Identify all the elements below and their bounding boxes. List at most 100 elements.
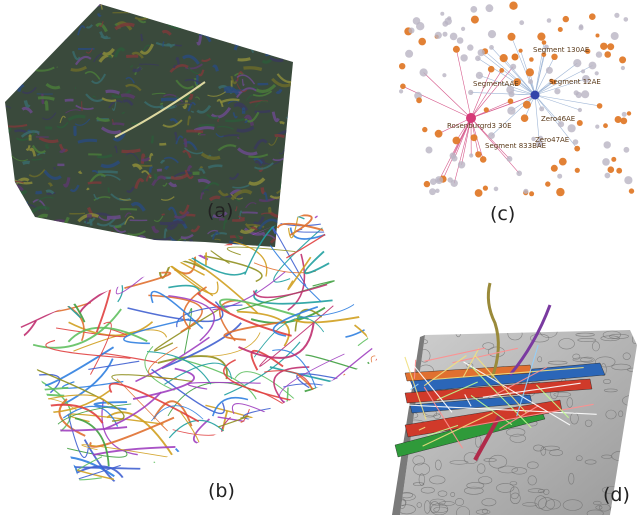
em-membrane: [429, 498, 446, 506]
em-membrane: [622, 352, 631, 360]
volume-texture-stroke: [175, 22, 184, 26]
fiber-strand: [163, 229, 209, 261]
fiber-strand: [103, 391, 162, 430]
volume-texture-stroke: [25, 145, 31, 151]
volume-texture-stroke: [98, 216, 111, 221]
network-node-orange: [475, 151, 482, 158]
em-membrane: [580, 356, 595, 363]
em-membrane: [586, 509, 604, 515]
volume-texture-stroke: [242, 211, 258, 214]
volume-texture-stroke: [208, 195, 221, 202]
node-label: Segment 833BAE: [485, 142, 546, 150]
volume-texture-stroke: [39, 29, 57, 39]
volume-texture-stroke: [269, 56, 284, 63]
panel-a-volume-rendering: [5, 2, 295, 252]
volume-texture-stroke: [85, 47, 93, 54]
network-node-grey: [535, 140, 543, 147]
fiber-strand: [123, 318, 190, 345]
fiber-strand: [41, 220, 82, 281]
volume-texture-stroke: [15, 131, 36, 141]
em-membrane: [605, 409, 617, 420]
fiber-strand: [47, 251, 82, 271]
fiber-strand: [20, 257, 81, 318]
volume-texture-stroke: [162, 4, 172, 7]
volume-texture-stroke: [197, 178, 211, 185]
fiber-strand: [304, 250, 330, 275]
node-label: Rosenburgrd3 30E: [447, 122, 512, 130]
fiber-strand: [158, 215, 186, 279]
volume-texture-stroke: [44, 144, 50, 149]
network-node-orange: [551, 53, 558, 60]
volume-texture-stroke: [22, 160, 31, 165]
fiber-strand: [361, 212, 377, 253]
volume-texture-stroke: [212, 64, 219, 72]
volume-texture-stroke: [232, 112, 238, 119]
volume-texture-stroke: [254, 160, 263, 167]
volume-texture-stroke: [87, 181, 102, 185]
network-edge: [534, 94, 562, 125]
em-membrane: [618, 410, 624, 418]
fiber-strand: [352, 412, 377, 430]
volume-texture-stroke: [287, 114, 293, 119]
network-node-grey: [581, 69, 586, 74]
fiber-strand: [60, 358, 114, 407]
volume-texture-stroke: [160, 196, 175, 201]
fiber-strand: [351, 406, 377, 443]
em-membrane: [429, 475, 446, 485]
fiber-strand: [164, 362, 233, 385]
volume-texture-stroke: [186, 165, 193, 172]
volume-texture-stroke: [279, 203, 285, 209]
volume-texture-stroke: [24, 10, 39, 22]
volume-texture-stroke: [5, 189, 18, 200]
network-node-grey: [475, 71, 483, 79]
connection-line: [427, 424, 459, 437]
fiber-strand: [223, 359, 294, 402]
volume-texture-stroke: [244, 119, 248, 123]
fiber-strand: [152, 400, 193, 427]
fiber-strand: [239, 414, 269, 467]
network-node-orange: [418, 37, 426, 46]
network-edge: [438, 117, 472, 134]
dendrite-purple: [508, 304, 552, 376]
volume-texture-stroke: [178, 204, 190, 215]
network-node-grey: [447, 177, 453, 183]
network-node-orange: [585, 48, 591, 54]
fiber-strand: [240, 421, 243, 444]
fiber-strand: [20, 210, 28, 261]
network-edge: [534, 94, 580, 111]
fiber-strand: [352, 374, 377, 428]
network-node-orange: [513, 78, 521, 86]
fiber-strand: [345, 283, 377, 338]
network-node-grey: [506, 85, 515, 94]
fiber-strand: [298, 298, 361, 318]
network-node-grey: [506, 156, 513, 162]
volume-texture-stroke: [145, 174, 152, 182]
volume-texture-stroke: [141, 156, 151, 162]
em-membrane: [538, 497, 556, 511]
volume-texture-stroke: [282, 28, 286, 37]
volume-texture-stroke: [237, 57, 251, 62]
network-node-grey: [405, 49, 414, 58]
fiber-strand: [357, 331, 377, 351]
fiber-strand: [327, 419, 367, 479]
volume-texture-stroke: [46, 191, 56, 195]
fiber-strand: [358, 261, 377, 301]
network-edge: [477, 58, 536, 96]
volume-texture-stroke: [86, 187, 90, 191]
volume-texture-stroke: [125, 83, 142, 92]
network-node-grey: [444, 17, 452, 25]
volume-texture-stroke: [217, 144, 237, 152]
volume-texture-stroke: [162, 119, 183, 128]
volume-texture-stroke: [212, 211, 228, 219]
connection-line: [407, 404, 597, 415]
volume-texture-stroke: [35, 66, 55, 72]
volume-texture-stroke: [134, 178, 145, 189]
network-node-grey: [467, 44, 474, 51]
fiber-strand: [20, 288, 85, 342]
volume-texture-stroke: [234, 206, 238, 212]
em-membrane: [509, 481, 518, 486]
volume-texture-stroke: [207, 164, 223, 169]
fiber-strand: [187, 381, 261, 390]
volume-texture-stroke: [241, 78, 245, 87]
volume-texture-stroke: [91, 73, 107, 85]
